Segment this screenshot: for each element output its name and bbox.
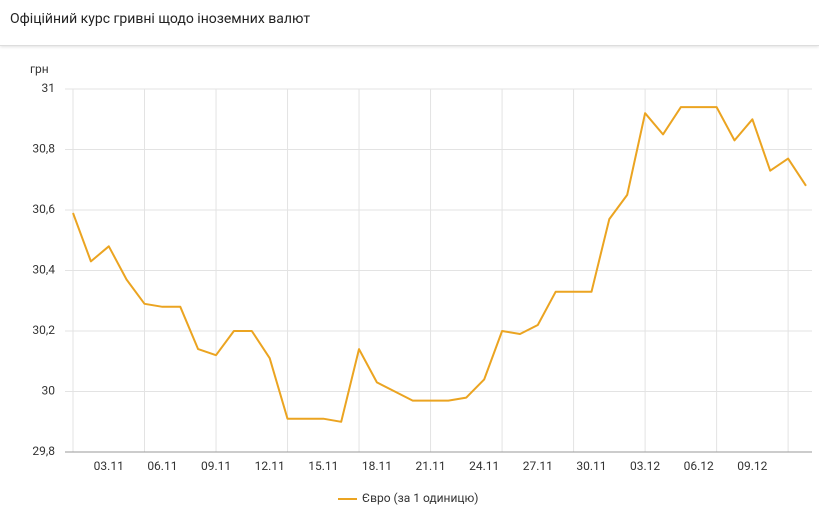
y-axis-label: грн	[30, 62, 49, 76]
x-tick-label: 03.12	[630, 459, 660, 473]
x-tick-label: 09.12	[737, 459, 767, 473]
x-tick-label: 09.11	[201, 459, 231, 473]
x-tick-label: 24.11	[469, 459, 499, 473]
y-tick-label: 30,8	[32, 142, 55, 156]
x-tick-label: 03.11	[94, 459, 124, 473]
x-tick-label: 06.12	[684, 459, 714, 473]
y-tick-label: 30,2	[32, 323, 55, 337]
y-tick-label: 30	[42, 384, 56, 398]
y-tick-label: 29,8	[32, 444, 55, 458]
y-tick-label: 30,6	[32, 202, 55, 216]
x-tick-label: 15.11	[308, 459, 338, 473]
y-tick-label: 31	[42, 81, 56, 95]
x-tick-label: 21.11	[415, 459, 445, 473]
chart-title: Офіційний курс гривні щодо іноземних вал…	[10, 11, 311, 27]
header: Офіційний курс гривні щодо іноземних вал…	[0, 0, 819, 46]
series-line	[72, 106, 807, 423]
legend-label: Євро (за 1 одиницю)	[362, 491, 478, 505]
x-tick-label: 27.11	[523, 459, 553, 473]
y-tick-label: 30,4	[32, 263, 55, 277]
x-tick-label: 12.11	[255, 459, 285, 473]
x-tick-label: 18.11	[362, 459, 392, 473]
x-tick-label: 30.11	[576, 459, 606, 473]
x-tick-label: 06.11	[147, 459, 177, 473]
